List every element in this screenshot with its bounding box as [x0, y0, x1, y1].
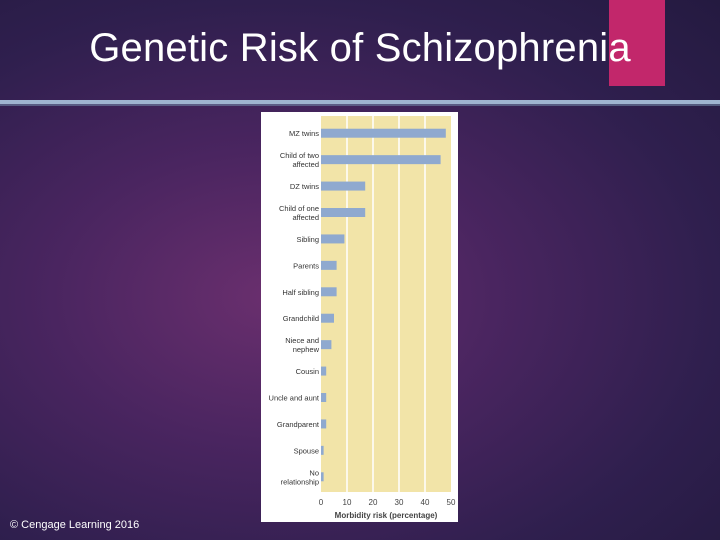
- x-tick-label: 20: [369, 498, 378, 507]
- x-tick-label: 0: [319, 498, 324, 507]
- category-label: No relationship: [281, 468, 319, 486]
- category-label: Child of two affected: [280, 151, 319, 169]
- x-axis-label: Morbidity risk (percentage): [335, 511, 438, 520]
- category-label: Uncle and aunt: [269, 394, 320, 403]
- bars: [321, 128, 446, 482]
- category-label: Half sibling: [282, 288, 319, 297]
- category-labels: MZ twins Child of two affected DZ twins Chil…: [269, 129, 320, 486]
- bar: [321, 287, 337, 297]
- chart-panel: MZ twins Child of two affected DZ twins Chil…: [261, 112, 458, 522]
- accent-bar: [609, 0, 665, 86]
- bar: [321, 260, 337, 270]
- title-divider-shadow: [0, 104, 720, 106]
- slide-title: Genetic Risk of Schizophrenia: [89, 26, 631, 70]
- copyright-notice: © Cengage Learning 2016: [10, 519, 140, 531]
- category-label: Grandparent: [277, 420, 320, 429]
- x-tick-label: 30: [395, 498, 404, 507]
- category-label: Niece and nephew: [285, 336, 319, 354]
- category-label: Spouse: [294, 446, 319, 455]
- bar: [321, 128, 446, 138]
- bar: [321, 472, 324, 482]
- bar: [321, 181, 366, 191]
- title-divider: [0, 100, 720, 104]
- risk-bar-chart: MZ twins Child of two affected DZ twins Chil…: [269, 116, 456, 520]
- bar: [321, 340, 332, 350]
- x-tick-label: 40: [421, 498, 430, 507]
- grid-lines: [346, 116, 426, 492]
- plot-background: [321, 116, 451, 492]
- x-tick-label: 50: [447, 498, 456, 507]
- category-label: Child of one affected: [279, 204, 319, 222]
- category-label: Grandchild: [283, 314, 319, 323]
- bar: [321, 366, 327, 376]
- category-label: Cousin: [296, 367, 319, 376]
- x-tick-labels: 0 10 20 30 40 50: [319, 498, 456, 507]
- bar: [321, 313, 334, 323]
- x-tick-label: 10: [343, 498, 352, 507]
- bar: [321, 393, 327, 402]
- bar: [321, 445, 324, 455]
- category-label: MZ twins: [289, 129, 319, 138]
- category-label: DZ twins: [290, 182, 319, 191]
- bar: [321, 208, 366, 217]
- bar: [321, 419, 327, 429]
- bar: [321, 155, 441, 165]
- category-label: Sibling: [296, 235, 319, 244]
- category-label: Parents: [293, 261, 319, 270]
- bar: [321, 234, 345, 244]
